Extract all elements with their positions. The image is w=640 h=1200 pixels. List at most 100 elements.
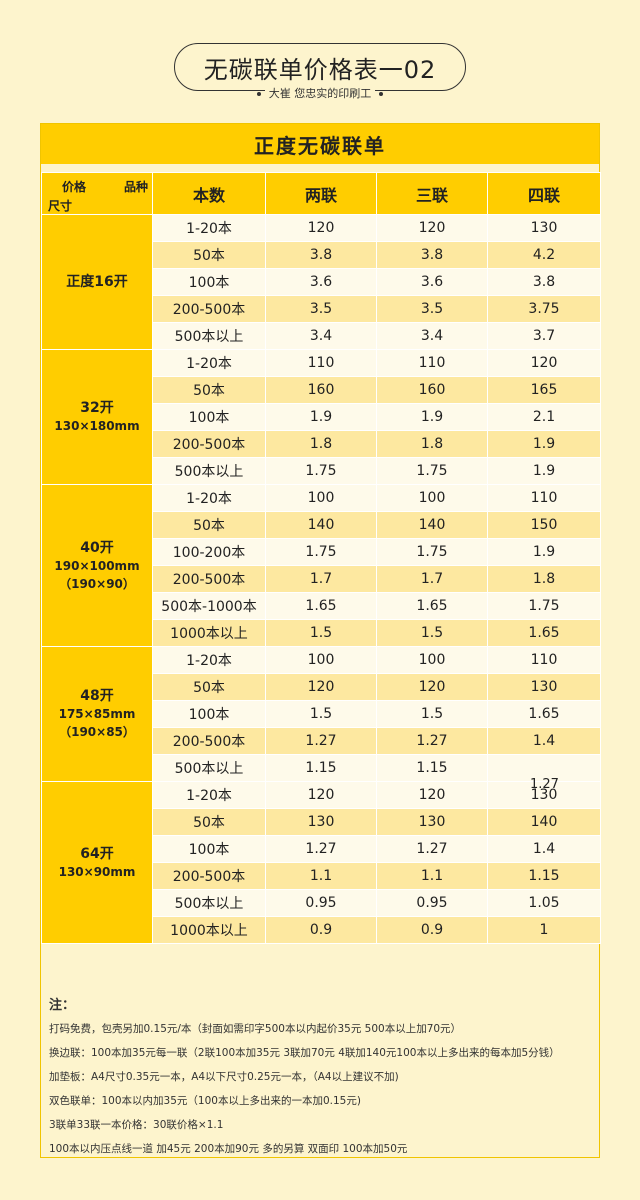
price-cell: 3.4 bbox=[376, 322, 488, 350]
price-cell: 120 bbox=[376, 673, 488, 701]
note-line: 打码免费，包壳另加0.15元/本（封面如需印字500本以内起价35元 500本以… bbox=[49, 1023, 462, 1035]
price-cell: 1.15 bbox=[487, 862, 601, 890]
size-cell: 64开 130×90mm bbox=[41, 781, 153, 944]
price-cell: 130 bbox=[265, 808, 377, 836]
table-row: 500本以上 1.75 1.75 1.9 bbox=[42, 457, 601, 485]
size-cell: 40开 190×100mm （190×90） bbox=[41, 484, 153, 647]
price-cell: 1.1 bbox=[376, 862, 488, 890]
price-cell: 1.9 bbox=[265, 403, 377, 431]
price-cell: 1.27 bbox=[376, 835, 488, 863]
price-cell: 1.15 bbox=[376, 754, 488, 782]
price-cell: 3.4 bbox=[265, 322, 377, 350]
quantity-cell: 1-20本 bbox=[152, 214, 266, 242]
corner-header: 价格 品种 尺寸 bbox=[41, 172, 153, 215]
table-row: 500本以上 3.4 3.4 3.7 bbox=[42, 322, 601, 350]
bullet-dot bbox=[379, 92, 384, 96]
price-cell: 140 bbox=[376, 511, 488, 539]
price-cell: 3.6 bbox=[265, 268, 377, 296]
price-cell: 1.9 bbox=[487, 538, 601, 566]
quantity-cell: 100本 bbox=[152, 403, 266, 431]
price-cell: 100 bbox=[265, 646, 377, 674]
column-header-three-part: 三联 bbox=[376, 172, 488, 215]
quantity-cell: 200-500本 bbox=[152, 727, 266, 755]
quantity-cell: 200-500本 bbox=[152, 295, 266, 323]
table-row: 1000本以上 0.9 0.9 1 bbox=[42, 916, 601, 944]
quantity-cell: 100本 bbox=[152, 700, 266, 728]
price-cell bbox=[487, 754, 601, 782]
quantity-cell: 50本 bbox=[152, 376, 266, 404]
size-cell: 48开 175×85mm （190×85） bbox=[41, 646, 153, 782]
price-cell: 3.7 bbox=[487, 322, 601, 350]
note-line: 换边联：100本加35元每一联（2联100本加35元 3联加70元 4联加140… bbox=[49, 1047, 560, 1059]
price-panel: 正度无碳联单 价格 品种 尺寸 本数 两联 三联 四联 正度16开 1-20本 12… bbox=[40, 123, 601, 1158]
price-cell: 1.8 bbox=[376, 430, 488, 458]
quantity-cell: 500本以上 bbox=[152, 754, 266, 782]
price-cell: 160 bbox=[376, 376, 488, 404]
table-row: 200-500本 3.5 3.5 3.75 bbox=[42, 295, 601, 323]
quantity-cell: 1-20本 bbox=[152, 484, 266, 512]
note-line: 3联单33联一本价格：30联价格×1.1 bbox=[49, 1119, 224, 1131]
quantity-cell: 500本-1000本 bbox=[152, 592, 266, 620]
price-cell: 1.15 bbox=[265, 754, 377, 782]
notes-title: 注： bbox=[49, 998, 76, 1013]
table-row: 500本-1000本 1.65 1.65 1.75 bbox=[42, 592, 601, 620]
table-row: 40开 190×100mm （190×90） 1-20本 100 100 110 bbox=[41, 484, 601, 647]
price-cell: 3.5 bbox=[376, 295, 488, 323]
price-cell: 3.6 bbox=[376, 268, 488, 296]
price-cell: 100 bbox=[376, 484, 488, 512]
price-cell: 1.8 bbox=[487, 565, 601, 593]
price-cell: 130 bbox=[487, 214, 601, 242]
table-row: 正度16开 1-20本 120 120 130 bbox=[41, 214, 601, 350]
price-cell: 1.7 bbox=[376, 565, 488, 593]
price-cell: 1.05 bbox=[487, 889, 601, 917]
section-banner: 正度无碳联单 bbox=[41, 124, 599, 164]
table-row: 100本 3.6 3.6 3.8 bbox=[42, 268, 601, 296]
table-row: 100-200本 1.75 1.75 1.9 bbox=[42, 538, 601, 566]
price-cell: 0.95 bbox=[265, 889, 377, 917]
price-cell: 3.75 bbox=[487, 295, 601, 323]
price-cell: 3.8 bbox=[265, 241, 377, 269]
table-row: 50本 140 140 150 bbox=[42, 511, 601, 539]
column-header-four-part: 四联 bbox=[487, 172, 601, 215]
price-cell: 120 bbox=[265, 673, 377, 701]
stray-price-value: 1.27 bbox=[530, 777, 559, 792]
price-cell: 4.2 bbox=[487, 241, 601, 269]
price-cell: 1.75 bbox=[265, 538, 377, 566]
price-cell: 1.65 bbox=[265, 592, 377, 620]
price-cell: 165 bbox=[487, 376, 601, 404]
price-cell: 1.9 bbox=[376, 403, 488, 431]
quantity-cell: 500本以上 bbox=[152, 457, 266, 485]
price-cell: 0.95 bbox=[376, 889, 488, 917]
price-cell: 1.9 bbox=[487, 430, 601, 458]
price-cell: 1.27 bbox=[376, 727, 488, 755]
table-row: 48开 175×85mm （190×85） 1-20本 100 100 110 bbox=[41, 646, 601, 782]
table-header-row: 价格 品种 尺寸 本数 两联 三联 四联 bbox=[41, 172, 601, 215]
quantity-cell: 50本 bbox=[152, 511, 266, 539]
table-row: 200-500本 1.1 1.1 1.15 bbox=[42, 862, 601, 890]
table-row: 200-500本 1.8 1.8 1.9 bbox=[42, 430, 601, 458]
bullet-dot bbox=[256, 92, 261, 96]
price-cell: 1.8 bbox=[265, 430, 377, 458]
quantity-cell: 100本 bbox=[152, 268, 266, 296]
quantity-cell: 200-500本 bbox=[152, 430, 266, 458]
size-cell: 正度16开 bbox=[41, 214, 153, 350]
price-cell: 0.9 bbox=[376, 916, 488, 944]
quantity-cell: 100本 bbox=[152, 835, 266, 863]
price-cell: 120 bbox=[265, 781, 377, 809]
page-title: 无碳联单价格表一02 bbox=[174, 43, 466, 91]
price-cell: 0.9 bbox=[265, 916, 377, 944]
price-cell: 1.5 bbox=[376, 619, 488, 647]
column-header-quantity: 本数 bbox=[152, 172, 266, 215]
note-line: 100本以内压点线一道 加45元 200本加90元 多的另算 双面印 100本加… bbox=[49, 1143, 408, 1155]
table-row: 100本 1.27 1.27 1.4 bbox=[42, 835, 601, 863]
price-cell: 1 bbox=[487, 916, 601, 944]
price-cell: 1.75 bbox=[376, 457, 488, 485]
price-cell: 130 bbox=[376, 808, 488, 836]
quantity-cell: 50本 bbox=[152, 241, 266, 269]
table-row: 32开 130×180mm 1-20本 110 110 120 bbox=[41, 349, 601, 485]
note-line: 双色联单：100本以内加35元（100本以上多出来的一本加0.15元) bbox=[49, 1095, 361, 1107]
page-subtitle: 大崔 您忠实的印刷工 bbox=[0, 85, 640, 101]
quantity-cell: 100-200本 bbox=[152, 538, 266, 566]
price-cell: 1.7 bbox=[265, 565, 377, 593]
table-row: 100本 1.9 1.9 2.1 bbox=[42, 403, 601, 431]
